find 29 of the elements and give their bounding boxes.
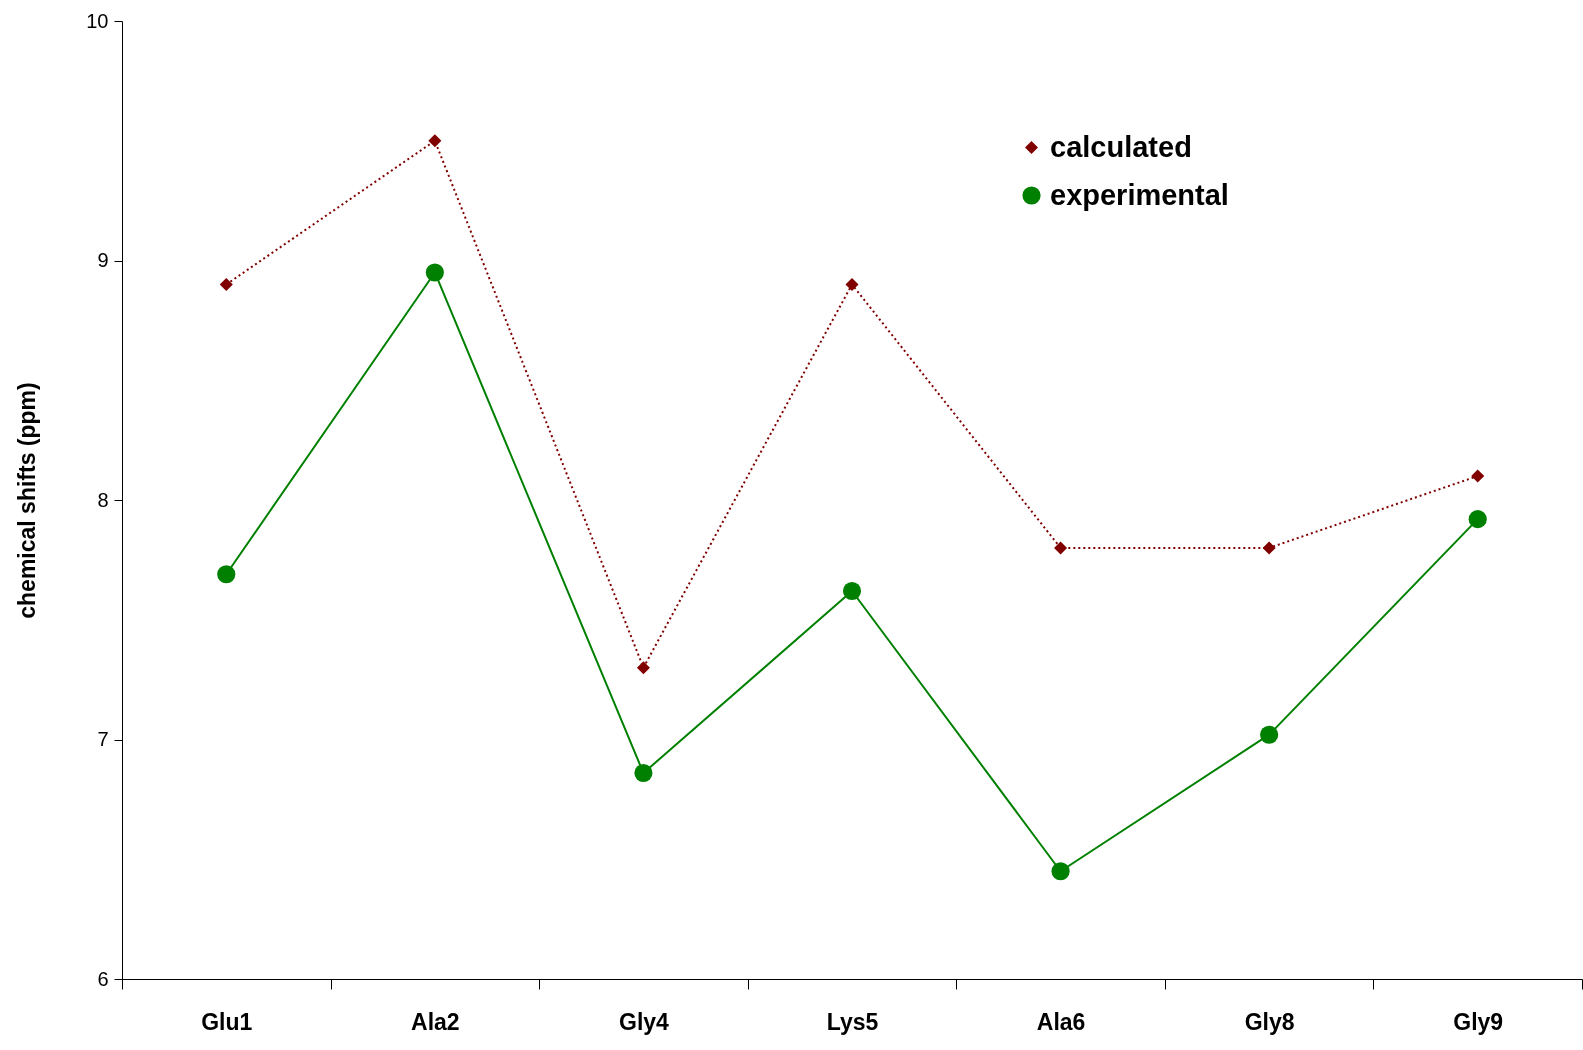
x-tick-label: Ala2 xyxy=(411,1008,460,1035)
x-tick-label: Gly4 xyxy=(618,1008,670,1035)
y-tick-label: 7 xyxy=(97,728,109,750)
y-tick-label: 9 xyxy=(97,249,109,271)
legend-label: calculated xyxy=(1050,130,1192,163)
point xyxy=(1260,725,1279,744)
x-tick-label: Gly9 xyxy=(1453,1008,1504,1035)
point xyxy=(1051,862,1070,881)
point xyxy=(1471,469,1485,483)
y-tick-label: 6 xyxy=(97,967,109,990)
point xyxy=(1054,541,1068,555)
point xyxy=(842,581,862,601)
y-axis-title: chemical shifts (ppm) xyxy=(14,382,41,619)
x-tick-label: Gly8 xyxy=(1244,1008,1295,1035)
point xyxy=(219,277,233,291)
point xyxy=(1262,541,1276,555)
x-tick-label: Glu1 xyxy=(201,1008,253,1035)
point xyxy=(1468,510,1487,529)
point xyxy=(425,263,444,282)
legend-label: experimental xyxy=(1050,178,1229,211)
x-tick-label: Lys5 xyxy=(826,1008,879,1035)
point xyxy=(845,277,859,291)
x-tick-label: Ala6 xyxy=(1036,1008,1086,1035)
point xyxy=(217,565,236,584)
y-tick-label: 10 xyxy=(86,9,109,32)
point xyxy=(428,134,442,148)
point xyxy=(636,661,650,675)
point xyxy=(634,763,653,783)
y-tick-label: 8 xyxy=(97,488,109,511)
